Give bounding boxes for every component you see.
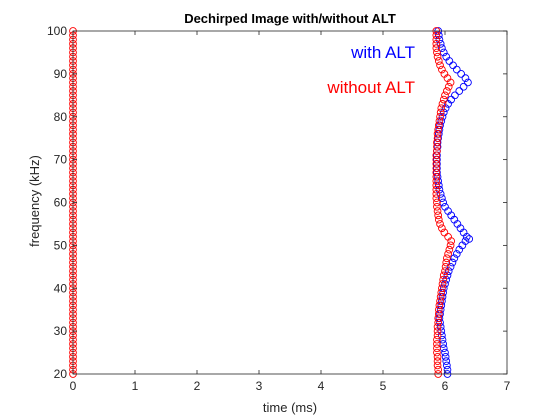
x-tick-label: 3: [256, 379, 263, 393]
x-axis-label: time (ms): [263, 400, 317, 415]
y-tick-labels: 20 30 40 50 60 70 80 90 100: [47, 24, 67, 381]
x-tick-label: 6: [442, 379, 449, 393]
x-tick-label: 7: [504, 379, 511, 393]
x-tick-label: 1: [132, 379, 139, 393]
y-tick-label: 100: [47, 24, 67, 38]
y-tick-label: 90: [54, 67, 68, 81]
x-tick-label: 4: [318, 379, 325, 393]
y-tick-label: 40: [54, 281, 68, 295]
annotation-without-alt: without ALT: [326, 78, 415, 97]
y-tick-label: 30: [54, 324, 68, 338]
x-tick-label: 2: [194, 379, 201, 393]
y-tick-label: 50: [54, 238, 68, 252]
y-tick-label: 60: [54, 196, 68, 210]
x-tick-labels: 0 1 2 3 4 5 6 7: [70, 379, 511, 393]
x-tick-label: 0: [70, 379, 77, 393]
annotation-with-alt: with ALT: [350, 43, 415, 62]
y-tick-label: 80: [54, 110, 68, 124]
y-tick-label: 20: [54, 367, 68, 381]
y-tick-label: 70: [54, 153, 68, 167]
x-tick-label: 5: [380, 379, 387, 393]
chart-title: Dechirped Image with/without ALT: [184, 11, 396, 26]
y-axis-label: frequency (kHz): [27, 155, 42, 247]
